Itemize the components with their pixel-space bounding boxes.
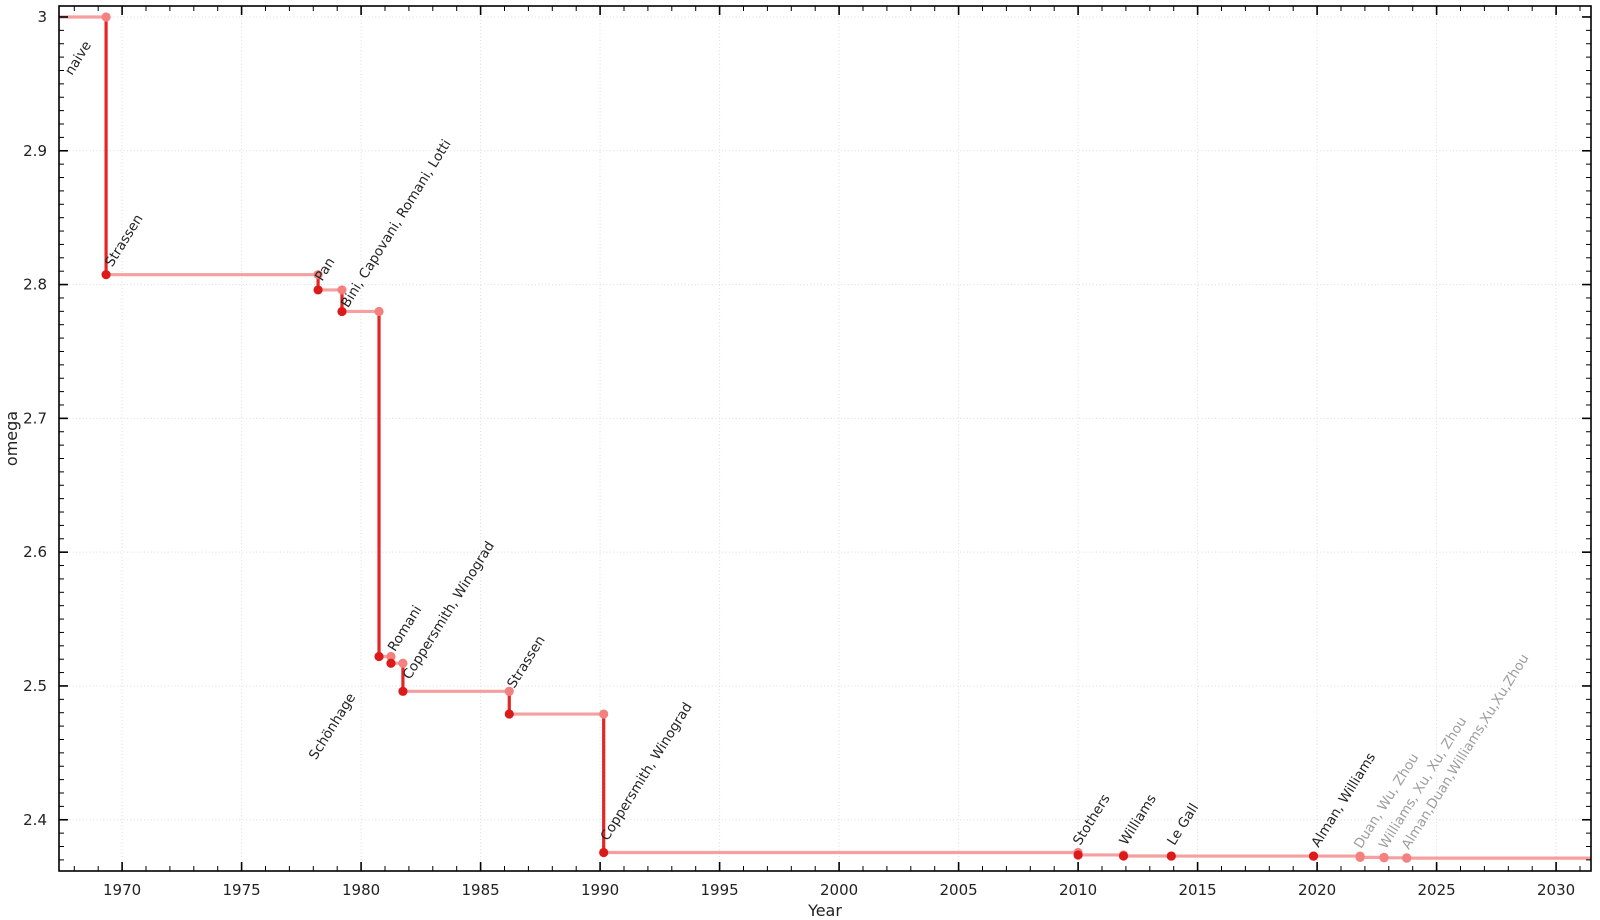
x-tick-label: 2000: [820, 881, 858, 899]
y-tick-label: 2.9: [23, 142, 47, 160]
step-horizontal-segments: [59, 15, 1591, 860]
x-tick-label: 1985: [462, 881, 500, 899]
record-point-marker: [337, 306, 347, 317]
step-corner-marker: [386, 651, 396, 662]
y-tick-label: 3: [37, 8, 47, 26]
axis-ticks: [59, 6, 1591, 871]
y-axis-title: omega: [2, 411, 21, 466]
x-tick-label: 2025: [1418, 881, 1456, 899]
step-vertical-segments: [104, 16, 1409, 859]
record-point-marker: [101, 270, 111, 280]
step-corner-marker: [101, 12, 111, 22]
y-tick-labels: 3 2.9 2.8 2.7 2.6 2.5 2.4: [23, 8, 47, 829]
x-tick-label: 2030: [1537, 881, 1575, 899]
x-tick-label: 1995: [701, 881, 739, 899]
record-point-marker: [1355, 852, 1365, 862]
record-point-marker: [1118, 851, 1129, 861]
step-corner-marker: [398, 658, 408, 668]
x-tick-label: 1990: [581, 881, 619, 899]
x-axis-title: Year: [807, 901, 842, 920]
record-point-marker: [1166, 851, 1176, 861]
step-corner-marker: [313, 270, 323, 280]
step-corner-marker: [337, 285, 347, 295]
record-markers: [101, 270, 1412, 863]
y-tick-label: 2.8: [23, 276, 47, 294]
plot-frame: [58, 5, 1592, 872]
step-corner-marker: [374, 306, 384, 317]
y-tick-label: 2.5: [23, 677, 47, 695]
y-tick-label: 2.4: [23, 811, 47, 829]
x-tick-label: 2005: [940, 881, 978, 899]
step-corner-marker: [504, 686, 514, 696]
x-tick-label: 1980: [342, 881, 380, 899]
y-tick-label: 2.7: [23, 409, 47, 427]
grid-lines: [59, 6, 1591, 871]
y-tick-label: 2.6: [23, 543, 47, 561]
record-point-marker: [1308, 851, 1319, 861]
record-point-marker: [313, 285, 323, 295]
x-tick-labels: 1970 1975 1980 1985 1990 1995 2000 2005 2010 2015…: [103, 881, 1575, 899]
record-point-marker: [1073, 850, 1083, 860]
x-tick-label: 2020: [1298, 881, 1336, 899]
record-point-marker: [599, 847, 609, 858]
x-tick-label: 2015: [1179, 881, 1217, 899]
record-point-marker: [504, 709, 514, 719]
record-point-marker: [398, 686, 408, 696]
record-point-marker: [374, 651, 384, 662]
x-tick-label: 2010: [1059, 881, 1097, 899]
record-point-marker: [1379, 853, 1389, 863]
x-tick-label: 1970: [103, 881, 141, 899]
step-corner-marker: [599, 709, 609, 719]
record-point-marker: [1402, 853, 1412, 863]
x-tick-label: 1975: [223, 881, 261, 899]
record-point-marker: [386, 658, 396, 668]
